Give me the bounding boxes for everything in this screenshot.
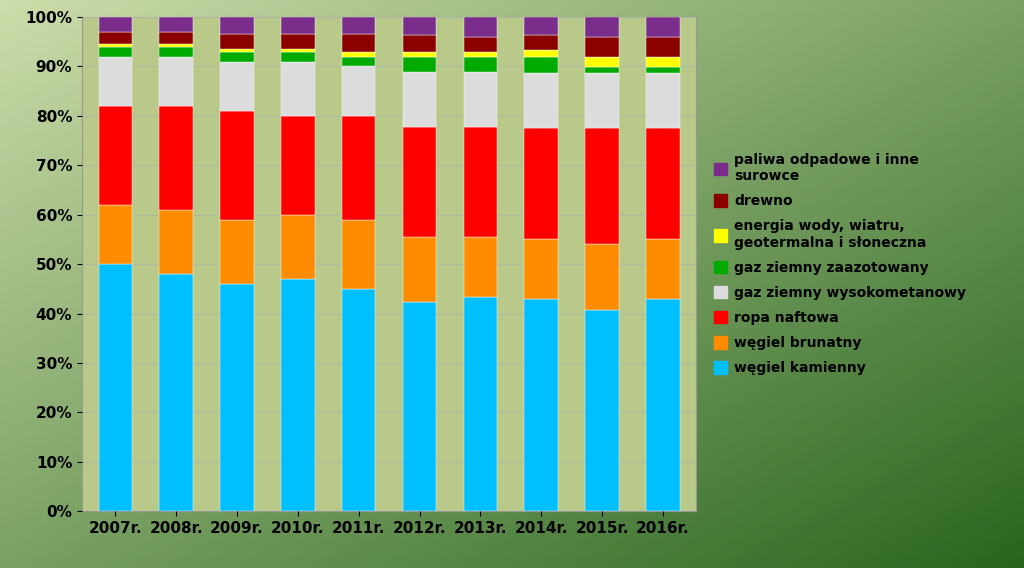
- Bar: [464, 72, 497, 127]
- Bar: [524, 73, 558, 128]
- Bar: [282, 61, 314, 116]
- Bar: [402, 52, 436, 57]
- Bar: [586, 244, 618, 310]
- Bar: [220, 52, 254, 61]
- Bar: [464, 296, 497, 511]
- Bar: [586, 37, 618, 57]
- Bar: [282, 49, 314, 52]
- Bar: [160, 44, 193, 47]
- Bar: [98, 47, 132, 57]
- Bar: [646, 57, 680, 68]
- Bar: [342, 34, 376, 52]
- Bar: [402, 35, 436, 52]
- Bar: [160, 32, 193, 44]
- Bar: [646, 17, 680, 37]
- Bar: [524, 50, 558, 57]
- Bar: [646, 73, 680, 128]
- Bar: [342, 116, 376, 220]
- Bar: [586, 17, 618, 37]
- Bar: [646, 239, 680, 299]
- Bar: [160, 17, 193, 32]
- Bar: [160, 47, 193, 57]
- Bar: [646, 37, 680, 57]
- Bar: [586, 128, 618, 244]
- Bar: [160, 106, 193, 210]
- Bar: [160, 210, 193, 274]
- Bar: [220, 220, 254, 284]
- Bar: [220, 49, 254, 52]
- Bar: [402, 127, 436, 237]
- Bar: [402, 72, 436, 127]
- Bar: [282, 279, 314, 511]
- Bar: [524, 239, 558, 299]
- Bar: [342, 220, 376, 289]
- Bar: [98, 106, 132, 205]
- Legend: paliwa odpadowe i inne
surowce, drewno, energia wody, wiatru,
geotermalna i słon: paliwa odpadowe i inne surowce, drewno, …: [710, 149, 971, 379]
- Bar: [282, 34, 314, 49]
- Bar: [342, 66, 376, 116]
- Bar: [586, 68, 618, 73]
- Bar: [586, 310, 618, 511]
- Bar: [282, 116, 314, 215]
- Bar: [342, 52, 376, 57]
- Bar: [160, 57, 193, 106]
- Bar: [402, 17, 436, 35]
- Bar: [220, 61, 254, 111]
- Bar: [98, 57, 132, 106]
- Bar: [524, 57, 558, 73]
- Bar: [282, 17, 314, 34]
- Bar: [98, 32, 132, 44]
- Bar: [98, 44, 132, 47]
- Bar: [464, 57, 497, 72]
- Bar: [402, 57, 436, 72]
- Bar: [464, 237, 497, 296]
- Bar: [646, 128, 680, 239]
- Bar: [524, 17, 558, 35]
- Bar: [586, 57, 618, 68]
- Bar: [98, 264, 132, 511]
- Bar: [220, 284, 254, 511]
- Bar: [524, 35, 558, 50]
- Bar: [464, 127, 497, 237]
- Bar: [464, 17, 497, 37]
- Bar: [160, 274, 193, 511]
- Bar: [282, 215, 314, 279]
- Bar: [402, 237, 436, 302]
- Bar: [342, 17, 376, 34]
- Bar: [524, 128, 558, 239]
- Bar: [342, 289, 376, 511]
- Bar: [220, 17, 254, 34]
- Bar: [524, 299, 558, 511]
- Bar: [98, 205, 132, 264]
- Bar: [98, 17, 132, 32]
- Bar: [282, 52, 314, 61]
- Bar: [342, 57, 376, 66]
- Bar: [586, 73, 618, 128]
- Bar: [646, 299, 680, 511]
- Bar: [220, 34, 254, 49]
- Bar: [220, 111, 254, 220]
- Bar: [464, 37, 497, 52]
- Bar: [464, 52, 497, 57]
- Bar: [402, 302, 436, 511]
- Bar: [646, 68, 680, 73]
